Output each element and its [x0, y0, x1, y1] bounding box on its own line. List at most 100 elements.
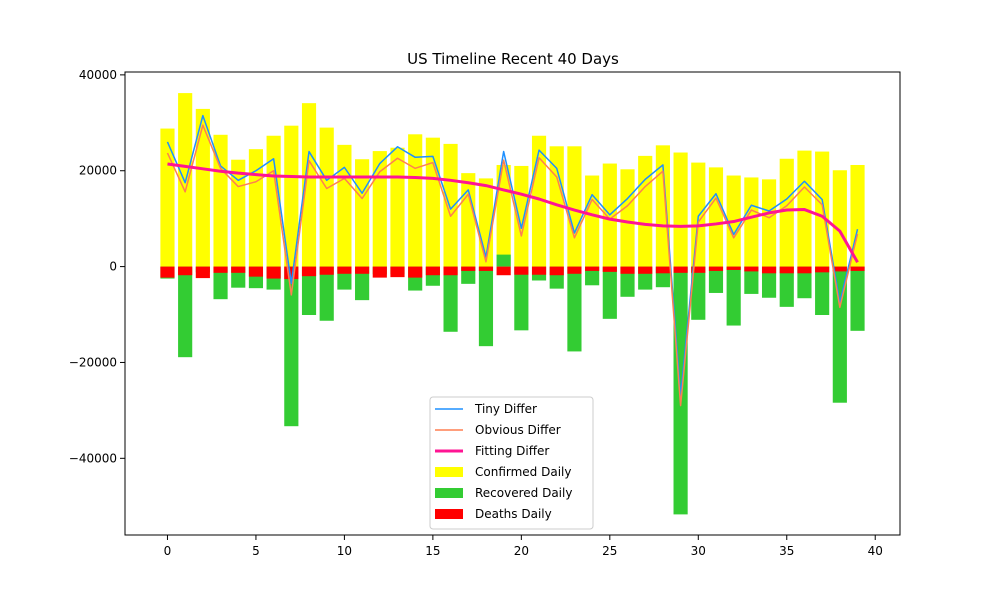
y-tick-label-1: −20000: [69, 355, 117, 369]
bar-2-0: [160, 266, 175, 278]
bar-2-25: [602, 266, 617, 272]
bar-1-34: [761, 266, 777, 298]
legend-label-2: Fitting Differ: [475, 444, 549, 458]
line-series-1: [166, 124, 859, 407]
bar-2-19: [496, 266, 511, 276]
bar-1-9: [319, 266, 334, 321]
bar-2-28: [655, 266, 670, 274]
bar-0-3: [213, 134, 228, 267]
bar-1-8: [301, 266, 317, 316]
plot-area: [160, 93, 865, 515]
bar-0-29: [673, 152, 688, 267]
legend-label-0: Tiny Differ: [474, 402, 537, 416]
x-tick-label-6: 30: [691, 544, 706, 558]
bar-2-22: [549, 266, 564, 276]
bar-2-23: [567, 266, 582, 274]
bar-0-35: [779, 158, 794, 267]
bar-2-39: [850, 266, 865, 271]
bar-2-21: [531, 266, 547, 275]
bar-0-8: [301, 103, 317, 267]
bar-2-13: [390, 266, 405, 278]
legend-label-4: Recovered Daily: [475, 486, 572, 500]
bar-1-39: [850, 266, 865, 331]
bar-2-27: [638, 266, 653, 274]
bar-2-31: [708, 266, 724, 271]
bar-2-7: [284, 266, 299, 280]
bar-2-12: [372, 266, 387, 278]
bar-1-19: [496, 254, 511, 267]
bar-0-20: [514, 165, 529, 267]
legend-swatch-3: [435, 467, 463, 477]
x-tick-label-2: 10: [337, 544, 352, 558]
bar-0-23: [567, 146, 582, 267]
bar-2-32: [726, 266, 741, 270]
bar-1-11: [355, 266, 370, 301]
y-tick-label-4: 40000: [79, 68, 117, 82]
bar-0-2: [195, 108, 210, 267]
bar-1-31: [708, 266, 724, 293]
bar-0-7: [284, 125, 299, 267]
x-tick-label-4: 20: [514, 544, 529, 558]
bar-1-16: [443, 266, 458, 332]
bar-2-18: [478, 266, 494, 271]
bar-2-6: [266, 266, 281, 279]
bar-0-22: [549, 146, 564, 267]
legend-label-1: Obvious Differ: [475, 423, 561, 437]
chart-title: US Timeline Recent 40 Days: [407, 50, 619, 68]
bar-1-20: [514, 266, 529, 331]
y-tick-label-0: −40000: [69, 451, 117, 465]
x-tick-label-7: 35: [779, 544, 794, 558]
bar-2-17: [461, 266, 476, 271]
bar-0-33: [744, 177, 759, 267]
bar-0-17: [461, 173, 476, 267]
legend-label-3: Confirmed Daily: [475, 465, 571, 479]
bar-0-27: [638, 155, 653, 267]
bar-1-32: [726, 266, 741, 326]
bar-1-7: [284, 266, 299, 427]
bar-2-29: [673, 266, 688, 273]
bar-1-37: [815, 266, 830, 316]
bar-0-13: [390, 147, 405, 267]
bar-0-6: [266, 135, 281, 267]
bar-2-2: [195, 266, 210, 279]
x-axis: 0 5 10 15 20 25 30 35 40: [164, 535, 883, 558]
bar-0-10: [337, 144, 352, 267]
legend-label-5: Deaths Daily: [475, 507, 552, 521]
bar-2-3: [213, 266, 228, 273]
bar-1-38: [832, 266, 847, 403]
bar-2-20: [514, 266, 529, 275]
x-tick-label-8: 40: [868, 544, 883, 558]
bar-0-26: [620, 169, 635, 267]
bar-2-14: [408, 266, 423, 278]
bar-0-34: [761, 179, 777, 267]
bar-1-30: [691, 266, 706, 320]
bar-1-26: [620, 266, 635, 297]
bar-2-10: [337, 266, 352, 274]
bar-0-12: [372, 151, 387, 267]
bar-2-24: [585, 266, 600, 271]
x-tick-label-0: 0: [164, 544, 172, 558]
bar-2-35: [779, 266, 794, 274]
bar-2-8: [301, 266, 317, 277]
bar-0-0: [160, 128, 175, 267]
plot-frame: [124, 71, 901, 536]
bar-1-33: [744, 266, 759, 294]
x-tick-label-3: 15: [425, 544, 440, 558]
bar-0-11: [355, 159, 370, 267]
bar-group-0: [160, 93, 865, 267]
x-tick-label-5: 25: [602, 544, 617, 558]
bar-0-31: [708, 167, 724, 267]
bar-0-9: [319, 127, 334, 267]
line-series-2: [167, 162, 859, 264]
bar-2-33: [744, 266, 759, 272]
bar-group-2: [160, 266, 865, 280]
bar-2-1: [178, 266, 193, 276]
bar-2-16: [443, 266, 458, 276]
bar-2-11: [355, 266, 370, 274]
bar-0-30: [691, 162, 706, 267]
bar-0-38: [832, 170, 847, 267]
bar-1-35: [779, 266, 794, 307]
bar-2-4: [231, 266, 246, 273]
y-axis: −40000 −20000 0 20000 40000: [69, 68, 125, 465]
